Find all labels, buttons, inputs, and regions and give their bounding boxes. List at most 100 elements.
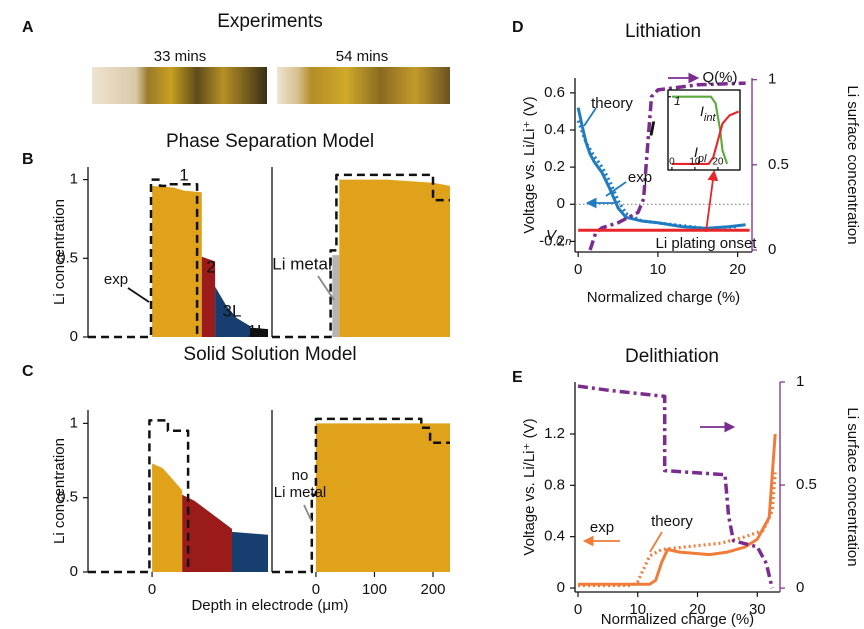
- x-tick-label: 30: [749, 601, 766, 618]
- x-axis-label: Depth in electrode (μm): [191, 597, 348, 614]
- x-tick-label: 20: [689, 601, 706, 618]
- x-tick-label: 10: [689, 157, 701, 168]
- line: [578, 433, 777, 586]
- image-label: 33 mins: [154, 48, 207, 65]
- series-label: 1L: [248, 321, 267, 340]
- line: [88, 419, 190, 574]
- pointer: [705, 169, 719, 233]
- label-main: V: [546, 227, 558, 244]
- y-axis-label: Voltage vs. Li/Li⁺ (V): [521, 96, 538, 233]
- x-tick-label: 200: [421, 581, 446, 598]
- y2-axis-label: Li surface concentration: [844, 85, 861, 244]
- area: [315, 423, 450, 572]
- y-axis-label: I: [649, 118, 655, 140]
- sub-label: Ipl: [694, 144, 707, 165]
- area: [250, 327, 268, 337]
- area: [332, 255, 340, 337]
- line: [671, 110, 740, 165]
- experiment-image: [92, 67, 267, 104]
- y-tick-label: 1: [70, 414, 78, 431]
- x-tick-label: 0: [312, 581, 320, 598]
- y-tick-label: 0: [557, 195, 565, 212]
- sub-label: Iint: [700, 103, 716, 124]
- annotation: Li plating onset: [656, 235, 758, 252]
- y2-tick-label: 0.5: [796, 476, 817, 493]
- y-tick-label: 0.8: [544, 476, 565, 493]
- x-tick-label: 20: [712, 157, 724, 168]
- series-label: exp: [590, 519, 614, 536]
- experiment-image: [277, 67, 450, 104]
- y-tick-label: 1: [70, 171, 78, 188]
- line: [576, 107, 746, 230]
- label-main: I: [694, 144, 698, 160]
- panel-label: B: [22, 151, 34, 168]
- y2-axis-label: Li surface concentration: [844, 407, 861, 566]
- series-label: theory: [651, 513, 693, 530]
- line: [671, 95, 729, 165]
- y2-tick-label: 1: [768, 71, 776, 88]
- panel-label: E: [512, 369, 523, 386]
- x-tick-label: 10: [650, 261, 667, 278]
- y2-tick-label: 1: [796, 373, 804, 390]
- pointer: [303, 504, 313, 523]
- series-label: Li metal: [272, 254, 332, 273]
- area: [232, 531, 268, 572]
- panel-title: Experiments: [217, 11, 323, 32]
- x-tick-label: 0: [669, 157, 675, 168]
- line: [577, 384, 774, 589]
- y-tick-label: 1.2: [544, 425, 565, 442]
- line: [272, 417, 450, 574]
- pointer: [649, 531, 663, 553]
- chart-title: Phase Separation Model: [166, 131, 374, 152]
- series-label: theory: [591, 95, 633, 112]
- y-tick-label: 0: [70, 328, 78, 345]
- y-tick-label: 0.4: [544, 121, 565, 138]
- y-axis-label: Voltage vs. Li/Li⁺ (V): [521, 418, 538, 555]
- area: [215, 286, 250, 337]
- y-tick-label: 0: [70, 563, 78, 580]
- pointer: [605, 181, 627, 197]
- chart-title: Lithiation: [625, 21, 701, 42]
- line: [272, 173, 450, 339]
- pointer: [127, 287, 150, 303]
- label-sub: pl: [697, 153, 707, 165]
- y-axis-label: Li concentration: [51, 438, 68, 544]
- y-tick-label: 0.4: [544, 528, 565, 545]
- panel-label: D: [512, 19, 524, 36]
- label-main: I: [700, 103, 704, 119]
- x-tick-label: 20: [729, 261, 746, 278]
- x-tick-label: 0: [148, 581, 156, 598]
- label-sub: int: [704, 112, 717, 124]
- series-label: exp: [628, 169, 652, 186]
- line: [576, 120, 738, 230]
- y-tick-label: 0.5: [57, 249, 78, 266]
- panel-label: C: [22, 363, 34, 380]
- area: [152, 463, 183, 572]
- y-tick-label: 0.2: [544, 158, 565, 175]
- area: [339, 179, 450, 337]
- panel-label: A: [22, 19, 34, 36]
- image-label: 54 mins: [336, 48, 389, 65]
- y-axis-label: Li concentration: [51, 199, 68, 305]
- area: [201, 256, 216, 337]
- label-sub: 0,n: [556, 236, 571, 248]
- y-tick-label: 0.5: [57, 489, 78, 506]
- area: [152, 185, 202, 337]
- x-axis-label: Normalized charge (%): [587, 289, 740, 306]
- chart-title: Solid Solution Model: [183, 344, 356, 365]
- pointer: [583, 107, 597, 127]
- y-tick-label: 0: [557, 579, 565, 596]
- series-label: 1: [179, 165, 188, 184]
- x-tick-label: 0: [574, 261, 582, 278]
- y-tick-label: 0.6: [544, 84, 565, 101]
- y-tick-label: 1: [674, 94, 681, 108]
- sub-label: V0,n: [546, 227, 571, 248]
- annotation: Li metal: [274, 484, 327, 501]
- series-label: 3L: [223, 301, 242, 320]
- y2-tick-label: 0: [796, 579, 804, 596]
- chart-title: Q(%): [703, 69, 738, 86]
- line: [88, 178, 199, 339]
- chart-title: Delithiation: [625, 346, 719, 367]
- y-tick-label: -0.2: [539, 232, 565, 249]
